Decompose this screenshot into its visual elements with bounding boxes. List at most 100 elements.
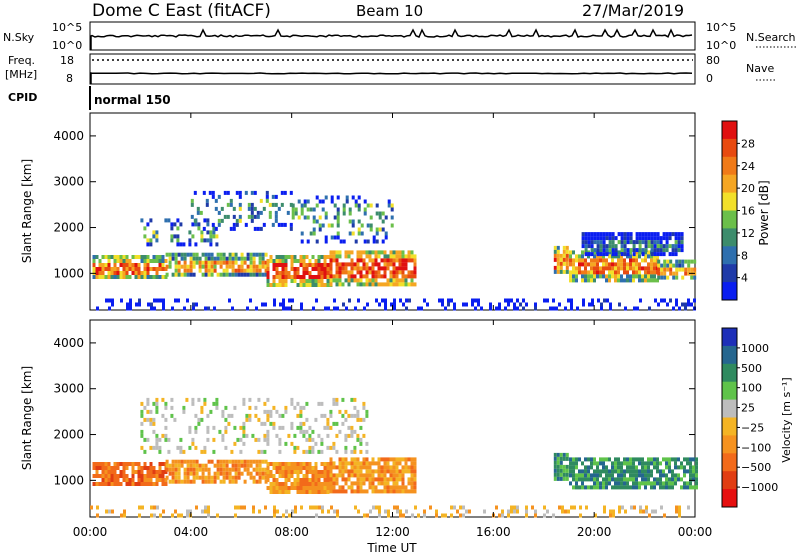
velocity-cell-4 (167, 449, 171, 454)
velocity-cell-6 (626, 461, 629, 466)
velocity-cell-0 (131, 474, 135, 478)
power-cell-5 (593, 262, 596, 267)
power-cell-11 (147, 302, 150, 307)
velocity-cell-2 (314, 478, 318, 482)
power-cell-0 (146, 259, 150, 263)
velocity-cell-4 (362, 401, 366, 406)
velocity-cell-4 (212, 437, 216, 442)
velocity-cell-5 (556, 452, 560, 457)
velocity-cell-5 (559, 456, 563, 461)
velocity-cell-0 (146, 482, 150, 486)
velocity-cell-6 (695, 457, 698, 462)
velocity-cell-3 (398, 461, 402, 466)
power-cell-5 (605, 262, 608, 267)
x-tick-label: 12:00 (375, 525, 410, 539)
velocity-cell-0 (149, 466, 153, 470)
power-cell-5 (617, 258, 620, 263)
velocity-cell-2 (326, 482, 330, 486)
power-cell-11 (564, 306, 567, 311)
velocity-cell-6 (572, 469, 575, 474)
power-cell-5 (653, 270, 656, 275)
power-cell-3 (362, 262, 366, 267)
power-cell-9 (294, 211, 298, 216)
velocity-cell-2 (284, 474, 288, 478)
velocity-cell-4 (302, 433, 306, 438)
velocity-cell-4 (329, 413, 333, 418)
velocity-cell-4 (320, 437, 324, 442)
velocity-cell-0 (125, 466, 129, 470)
power-cell-0 (137, 275, 141, 279)
power-cell-9 (348, 207, 352, 212)
power-cell-2 (302, 263, 306, 267)
power-cell-2 (317, 259, 321, 263)
velocity-cell-4 (164, 405, 168, 410)
velocity-cell-4 (158, 437, 162, 442)
velocity-cell-2 (311, 466, 315, 470)
velocity-cell-6 (689, 481, 692, 486)
power-cell-8 (217, 210, 221, 215)
colorbar-tick-label: 25 (741, 402, 755, 415)
power-cell-5 (614, 270, 617, 275)
velocity-cell-7 (444, 513, 447, 518)
power-cell-9 (369, 223, 373, 228)
power-cell-2 (323, 271, 327, 275)
velocity-cell-1 (237, 459, 241, 464)
power-cell-10 (581, 236, 585, 241)
velocity-cell-0 (158, 474, 162, 478)
velocity-cell-1 (195, 463, 199, 468)
velocity-cell-4 (341, 413, 345, 418)
velocity-cell-2 (305, 486, 309, 490)
velocity-cell-1 (240, 471, 244, 476)
power-cell-0 (107, 267, 111, 271)
power-cell-11 (129, 298, 132, 303)
power-cell-8 (262, 222, 266, 227)
velocity-cell-3 (347, 473, 351, 478)
power-cell-3 (359, 274, 363, 279)
velocity-cell-2 (281, 474, 285, 478)
power-cell-11 (675, 302, 678, 307)
velocity-cell-7 (642, 509, 645, 514)
power-cell-11 (423, 298, 426, 303)
velocity-cell-6 (575, 457, 578, 462)
velocity-cell-4 (299, 425, 303, 430)
velocity-cell-7 (435, 509, 438, 514)
velocity-cell-3 (347, 469, 351, 474)
velocity-cell-4 (326, 421, 330, 426)
power-cell-9 (318, 199, 322, 204)
power-cell-5 (635, 254, 638, 259)
velocity-cells (90, 397, 698, 518)
power-cell-5 (650, 278, 653, 283)
velocity-cell-3 (341, 457, 345, 462)
power-cell-11 (675, 298, 678, 303)
power-cell-5 (650, 254, 653, 259)
velocity-cell-3 (383, 485, 387, 490)
power-cell-3 (338, 250, 342, 255)
power-cell-1 (195, 260, 199, 265)
power-cell-1 (186, 264, 190, 269)
velocity-cell-6 (602, 457, 605, 462)
power-cell-1 (183, 256, 187, 261)
velocity-cell-1 (207, 471, 211, 476)
velocity-cell-4 (338, 429, 342, 434)
power-cell-0 (125, 255, 129, 259)
power-cell-9 (336, 223, 340, 228)
power-cell-3 (413, 266, 417, 271)
velocity-cell-3 (368, 481, 372, 486)
power-cell-10 (632, 240, 636, 245)
power-cell-10 (599, 240, 603, 245)
velocity-cell-4 (332, 441, 336, 446)
velocity-cell-6 (584, 457, 587, 462)
power-cell-11 (609, 302, 612, 307)
power-cell-0 (155, 255, 159, 259)
power-cell-3 (338, 262, 342, 267)
velocity-cell-4 (266, 441, 270, 446)
power-cell-7 (176, 226, 180, 231)
velocity-cell-3 (356, 473, 360, 478)
power-cell-1 (171, 252, 175, 257)
velocity-cell-6 (596, 465, 599, 470)
power-cell-11 (363, 306, 366, 311)
velocity-cell-0 (155, 474, 159, 478)
velocity-cell-2 (311, 478, 315, 482)
power-cell-0 (158, 275, 162, 279)
